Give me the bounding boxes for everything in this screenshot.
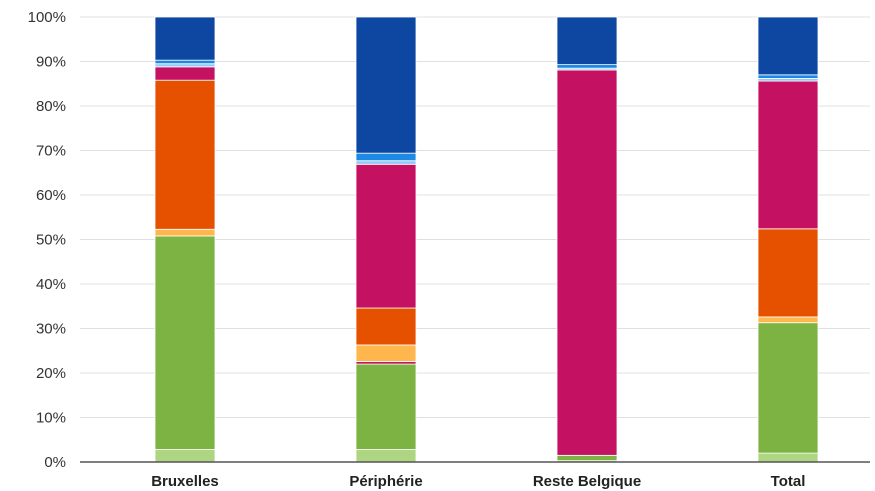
bar-segment [757,16,819,76]
bar-segment [355,363,417,450]
bar-segment [355,344,417,362]
bar-segment [757,78,819,82]
category-label: Total [771,473,806,490]
y-tick-label: 40% [36,276,66,293]
bar-segment [154,59,216,65]
bar-segment [154,16,216,61]
bar-segment [154,449,216,463]
bar-segment [355,160,417,165]
bar-segment [154,63,216,68]
bar-segment [154,66,216,81]
y-tick-label: 80% [36,98,66,115]
y-tick-label: 70% [36,143,66,160]
bar-segment [355,16,417,154]
bar-segment [355,449,417,463]
y-axis-tick-labels: 0% 10% 20% 30% 40% 50% 60% 70% 80% 90% 100% [28,9,66,471]
bar-segment [154,228,216,237]
bar-segment [556,16,618,66]
y-tick-label: 100% [28,9,66,26]
bar-segment [154,79,216,230]
bar-segment [757,228,819,318]
bar-2 [556,16,618,463]
x-axis-category-labels: Bruxelles Périphérie Reste Belgique Total [151,473,805,490]
bar-segment [355,307,417,346]
bar-1 [355,16,417,463]
category-label: Reste Belgique [533,473,641,490]
category-label: Bruxelles [151,473,219,490]
bar-segment [154,235,216,450]
bar-3 [757,16,819,463]
y-tick-label: 20% [36,365,66,382]
bar-segment [757,322,819,454]
bar-segment [556,64,618,69]
bar-segment [556,454,618,462]
bar-segment [757,80,819,230]
y-tick-label: 60% [36,187,66,204]
bar-segment [556,69,618,456]
bar-segment [355,361,417,365]
bar-segment [355,152,417,162]
y-tick-label: 0% [44,454,66,471]
bar-segment [355,163,417,309]
y-tick-label: 90% [36,54,66,71]
bar-segment [757,316,819,324]
bar-segment [757,452,819,463]
y-tick-label: 10% [36,410,66,427]
category-label: Périphérie [349,473,422,490]
y-tick-label: 50% [36,232,66,249]
bars [154,16,819,463]
y-tick-label: 30% [36,321,66,338]
bar-0 [154,16,216,463]
bar-segment [757,74,819,79]
